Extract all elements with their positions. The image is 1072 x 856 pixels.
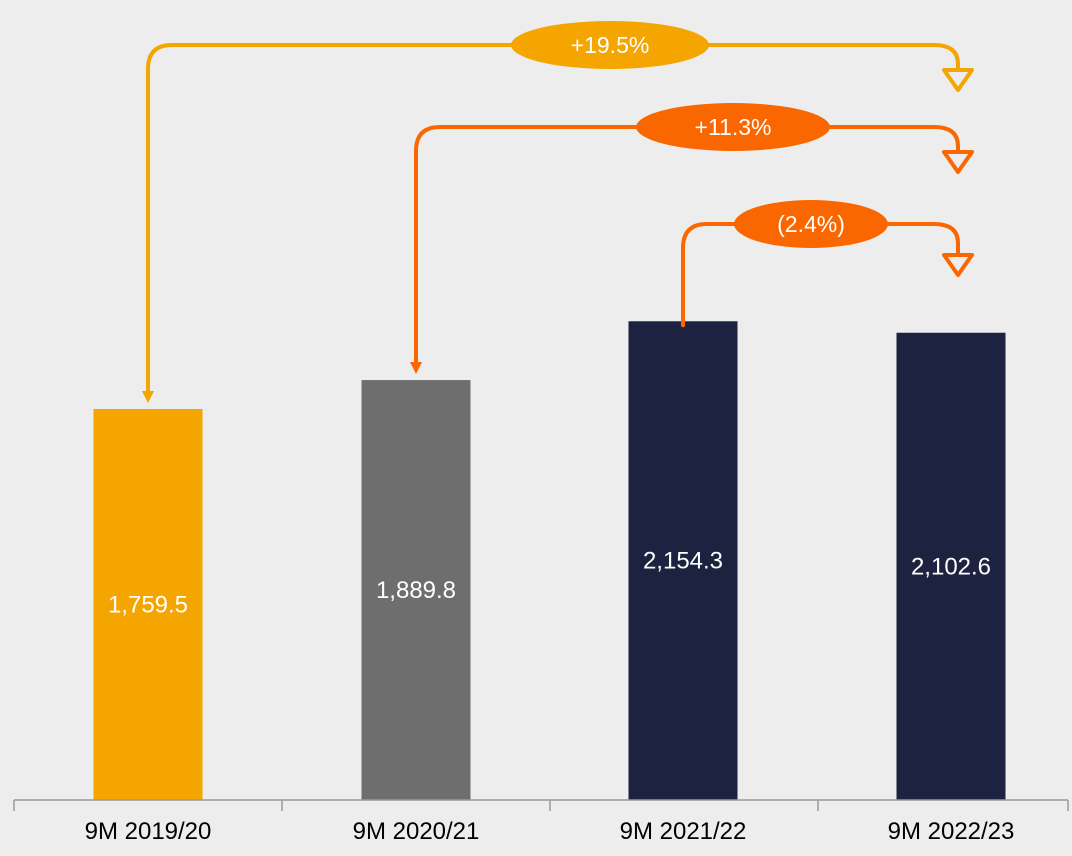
x-tick-label: 9M 2021/22 bbox=[620, 818, 747, 845]
x-axis: 9M 2019/20 9M 2020/21 9M 2021/22 9M 2022/23 bbox=[13, 799, 1069, 845]
source-arrowhead bbox=[142, 391, 154, 403]
change-badge bbox=[511, 21, 709, 69]
comparison-arrows-layer: +19.5% +11.3% (2.4%) bbox=[142, 21, 974, 403]
change-badge bbox=[636, 103, 830, 151]
comparison-arrow-1: +19.5% bbox=[142, 21, 974, 403]
comparison-arrow-3: (2.4%) bbox=[681, 200, 974, 328]
x-tick-label: 9M 2019/20 bbox=[85, 818, 212, 845]
bar-value-label: 2,102.6 bbox=[911, 553, 991, 580]
comparison-arrow-2: +11.3% bbox=[410, 103, 974, 375]
target-arrowhead bbox=[942, 68, 974, 92]
source-arrowhead bbox=[410, 362, 422, 375]
change-label: +19.5% bbox=[571, 32, 650, 58]
value-labels-layer: 1,759.5 1,889.8 2,154.3 2,102.6 bbox=[108, 548, 991, 619]
bar-value-label: 1,759.5 bbox=[108, 592, 188, 619]
target-arrowhead bbox=[942, 253, 974, 277]
bar-3 bbox=[628, 321, 738, 800]
bar-value-label: 1,889.8 bbox=[376, 577, 456, 604]
change-label: (2.4%) bbox=[777, 211, 845, 237]
x-tick-label: 9M 2022/23 bbox=[888, 818, 1015, 845]
bar-1 bbox=[93, 409, 203, 800]
bars-layer bbox=[93, 321, 1006, 800]
change-badge bbox=[734, 200, 888, 248]
x-tick-label: 9M 2020/21 bbox=[353, 818, 480, 845]
change-label: +11.3% bbox=[695, 114, 772, 140]
bar-4 bbox=[896, 332, 1006, 800]
target-arrowhead bbox=[942, 150, 974, 174]
bar-2 bbox=[361, 380, 471, 800]
bar-value-label: 2,154.3 bbox=[643, 548, 723, 575]
